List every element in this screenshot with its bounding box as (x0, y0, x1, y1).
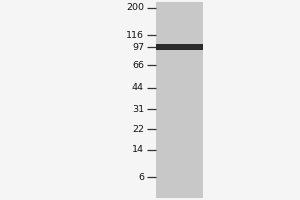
Text: 31: 31 (132, 105, 144, 114)
Bar (156, 2, 202, 198)
Text: 14: 14 (132, 146, 144, 154)
Text: 116: 116 (126, 30, 144, 40)
Text: 6: 6 (138, 172, 144, 182)
Text: 200: 200 (126, 3, 144, 12)
Text: 44: 44 (132, 84, 144, 92)
Text: 66: 66 (132, 60, 144, 70)
Text: 97: 97 (132, 43, 144, 51)
Bar (156, 44, 202, 50)
Text: 22: 22 (132, 124, 144, 134)
